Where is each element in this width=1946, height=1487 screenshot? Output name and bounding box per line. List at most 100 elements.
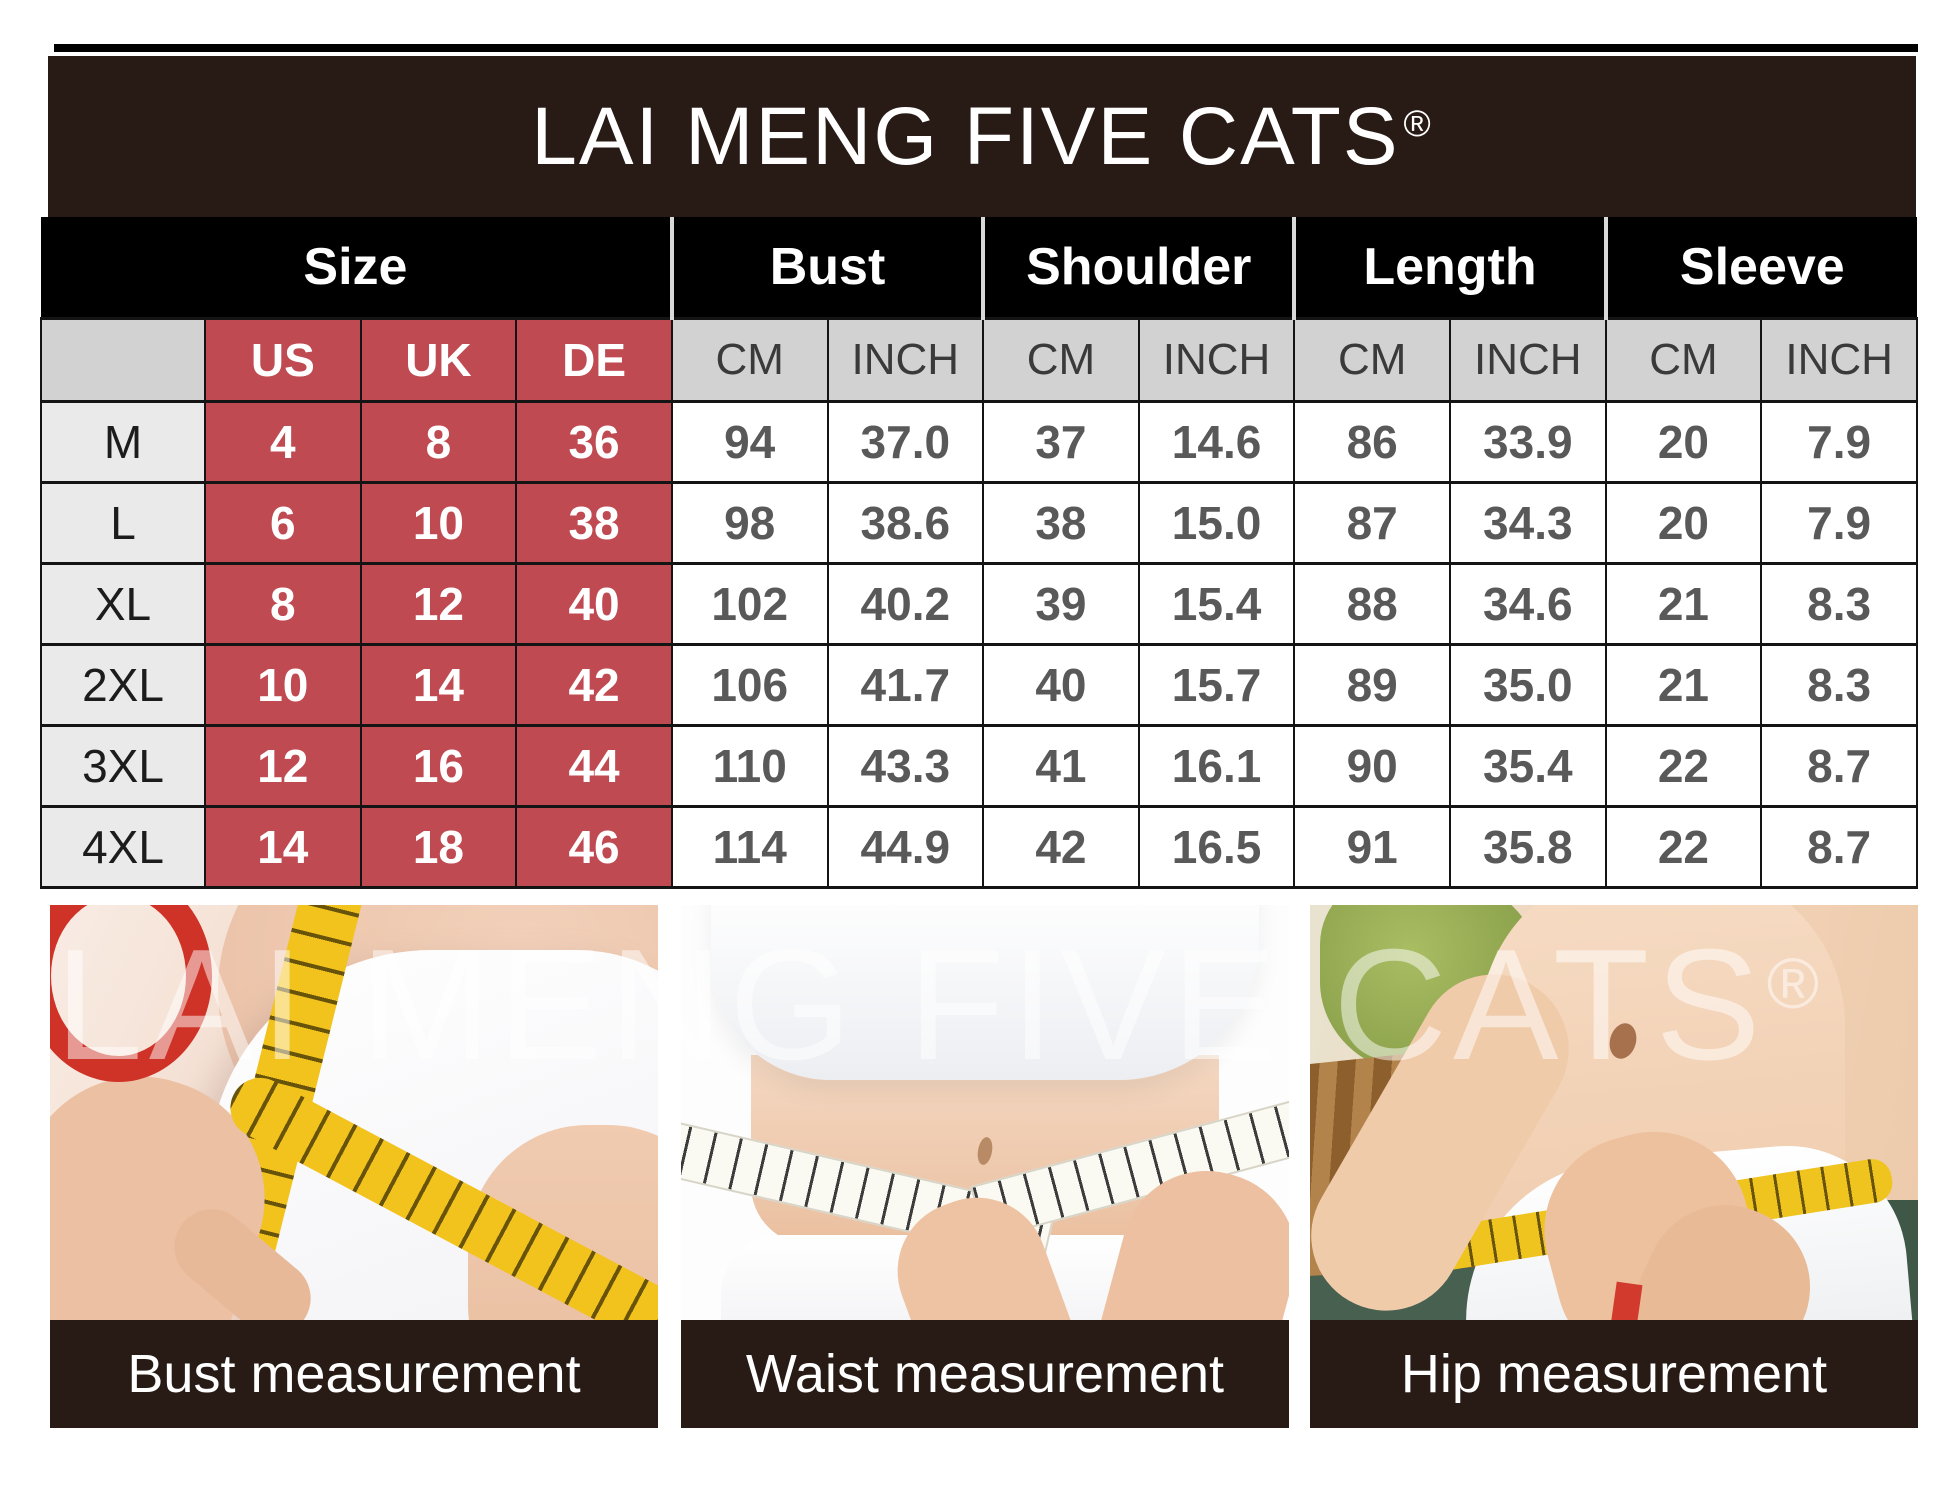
sleeve-cm-cell: 21 xyxy=(1604,642,1763,727)
uk-size-cell: 10 xyxy=(359,480,518,565)
de-size-cell: 38 xyxy=(515,480,673,565)
group-header-bust: Bust xyxy=(669,217,984,320)
hip-measurement-photo xyxy=(1310,905,1918,1320)
shoulder-cm-cell: 38 xyxy=(982,480,1140,565)
subheader-inch-cell: INCH xyxy=(1137,316,1296,403)
brand-title: LAI MENG FIVE CATS ® xyxy=(531,90,1432,184)
us-size-cell: 8 xyxy=(204,561,362,646)
bust-inch-cell: 43.3 xyxy=(826,723,985,808)
subheader-cm-cell: CM xyxy=(982,316,1140,403)
size-label-cell: M xyxy=(40,399,206,484)
sleeve-inch-cell: 7.9 xyxy=(1760,480,1918,565)
de-size-cell: 36 xyxy=(515,399,673,484)
bust-inch-cell: 40.2 xyxy=(826,561,985,646)
us-size-cell: 4 xyxy=(204,399,362,484)
brand-header: LAI MENG FIVE CATS ® xyxy=(48,56,1916,217)
sleeve-cm-cell: 20 xyxy=(1604,480,1763,565)
bust-inch-cell: 41.7 xyxy=(826,642,985,727)
us-size-cell: 12 xyxy=(204,723,362,808)
brand-title-text: LAI MENG FIVE CATS xyxy=(531,90,1400,182)
sleeve-cm-cell: 21 xyxy=(1604,561,1763,646)
length-inch-cell: 33.9 xyxy=(1449,399,1607,484)
subheader-inch-cell: INCH xyxy=(1449,316,1607,403)
sleeve-inch-cell: 7.9 xyxy=(1760,399,1918,484)
top-divider-line xyxy=(54,44,1918,52)
group-header-sleeve: Sleeve xyxy=(1603,217,1917,320)
bust-cm-cell: 106 xyxy=(670,642,829,727)
sleeve-inch-cell: 8.3 xyxy=(1760,642,1918,727)
shoulder-cm-cell: 42 xyxy=(982,804,1140,889)
us-size-cell: 14 xyxy=(204,804,362,889)
length-cm-cell: 87 xyxy=(1293,480,1451,565)
photo-garment xyxy=(711,905,1259,1080)
group-header-size: Size xyxy=(41,217,672,320)
sleeve-inch-cell: 8.7 xyxy=(1760,723,1918,808)
subheader-inch-cell: INCH xyxy=(1760,316,1918,403)
subheader-cm-cell: CM xyxy=(670,316,829,403)
group-header-length: Length xyxy=(1292,217,1606,320)
size-label-cell: 2XL xyxy=(40,642,206,727)
photo-caption: Waist measurement xyxy=(681,1320,1289,1428)
table-subheader-row: US UK DE CM INCH CM INCH CM INCH CM INCH xyxy=(40,316,1918,403)
de-size-cell: 42 xyxy=(515,642,673,727)
waist-measurement-photo xyxy=(681,905,1289,1320)
de-size-cell: 46 xyxy=(515,804,673,889)
table-row-4xl: 4XL 14 18 46 114 44.9 42 16.5 91 35.8 22… xyxy=(40,804,1918,889)
table-row-m: M 4 8 36 94 37.0 37 14.6 86 33.9 20 7.9 xyxy=(40,399,1918,484)
table-row-xl: XL 8 12 40 102 40.2 39 15.4 88 34.6 21 8… xyxy=(40,561,1918,646)
uk-size-cell: 18 xyxy=(359,804,518,889)
bust-cm-cell: 110 xyxy=(670,723,829,808)
uk-size-cell: 12 xyxy=(359,561,518,646)
table-row-2xl: 2XL 10 14 42 106 41.7 40 15.7 89 35.0 21… xyxy=(40,642,1918,727)
size-table: Size Bust Shoulder Length Sleeve US UK D… xyxy=(40,217,1918,889)
table-row-l: L 6 10 38 98 38.6 38 15.0 87 34.3 20 7.9 xyxy=(40,480,1918,565)
shoulder-inch-cell: 15.0 xyxy=(1137,480,1296,565)
length-inch-cell: 35.8 xyxy=(1449,804,1607,889)
subheader-us-cell: US xyxy=(204,316,362,403)
length-cm-cell: 90 xyxy=(1293,723,1451,808)
length-inch-cell: 34.3 xyxy=(1449,480,1607,565)
size-label-cell: 3XL xyxy=(40,723,206,808)
table-row-3xl: 3XL 12 16 44 110 43.3 41 16.1 90 35.4 22… xyxy=(40,723,1918,808)
subheader-de-cell: DE xyxy=(515,316,673,403)
bust-cm-cell: 94 xyxy=(670,399,829,484)
uk-size-cell: 8 xyxy=(359,399,518,484)
shoulder-inch-cell: 15.7 xyxy=(1137,642,1296,727)
hip-measurement-card: Hip measurement xyxy=(1310,905,1918,1428)
length-cm-cell: 89 xyxy=(1293,642,1451,727)
photo-caption: Bust measurement xyxy=(50,1320,658,1428)
waist-measurement-card: Waist measurement xyxy=(681,905,1289,1428)
sleeve-inch-cell: 8.3 xyxy=(1760,561,1918,646)
de-size-cell: 44 xyxy=(515,723,673,808)
shoulder-cm-cell: 39 xyxy=(982,561,1140,646)
de-size-cell: 40 xyxy=(515,561,673,646)
bust-measurement-card: Bust measurement xyxy=(50,905,658,1428)
length-inch-cell: 35.0 xyxy=(1449,642,1607,727)
subheader-uk-cell: UK xyxy=(359,316,518,403)
subheader-inch-cell: INCH xyxy=(826,316,985,403)
length-cm-cell: 88 xyxy=(1293,561,1451,646)
us-size-cell: 10 xyxy=(204,642,362,727)
registered-trademark-icon: ® xyxy=(1403,102,1433,144)
sleeve-cm-cell: 22 xyxy=(1604,804,1763,889)
shoulder-cm-cell: 41 xyxy=(982,723,1140,808)
bust-cm-cell: 102 xyxy=(670,561,829,646)
shoulder-inch-cell: 15.4 xyxy=(1137,561,1296,646)
shoulder-inch-cell: 14.6 xyxy=(1137,399,1296,484)
bust-inch-cell: 37.0 xyxy=(826,399,985,484)
subheader-cm-cell: CM xyxy=(1293,316,1451,403)
size-label-cell: L xyxy=(40,480,206,565)
shoulder-inch-cell: 16.5 xyxy=(1137,804,1296,889)
length-inch-cell: 34.6 xyxy=(1449,561,1607,646)
bust-cm-cell: 98 xyxy=(670,480,829,565)
subheader-blank-cell xyxy=(40,316,206,403)
photo-caption: Hip measurement xyxy=(1310,1320,1918,1428)
size-label-cell: XL xyxy=(40,561,206,646)
shoulder-cm-cell: 40 xyxy=(982,642,1140,727)
table-group-header-row: Size Bust Shoulder Length Sleeve xyxy=(41,217,1917,320)
bust-inch-cell: 38.6 xyxy=(826,480,985,565)
subheader-cm-cell: CM xyxy=(1604,316,1763,403)
bust-inch-cell: 44.9 xyxy=(826,804,985,889)
sleeve-cm-cell: 22 xyxy=(1604,723,1763,808)
